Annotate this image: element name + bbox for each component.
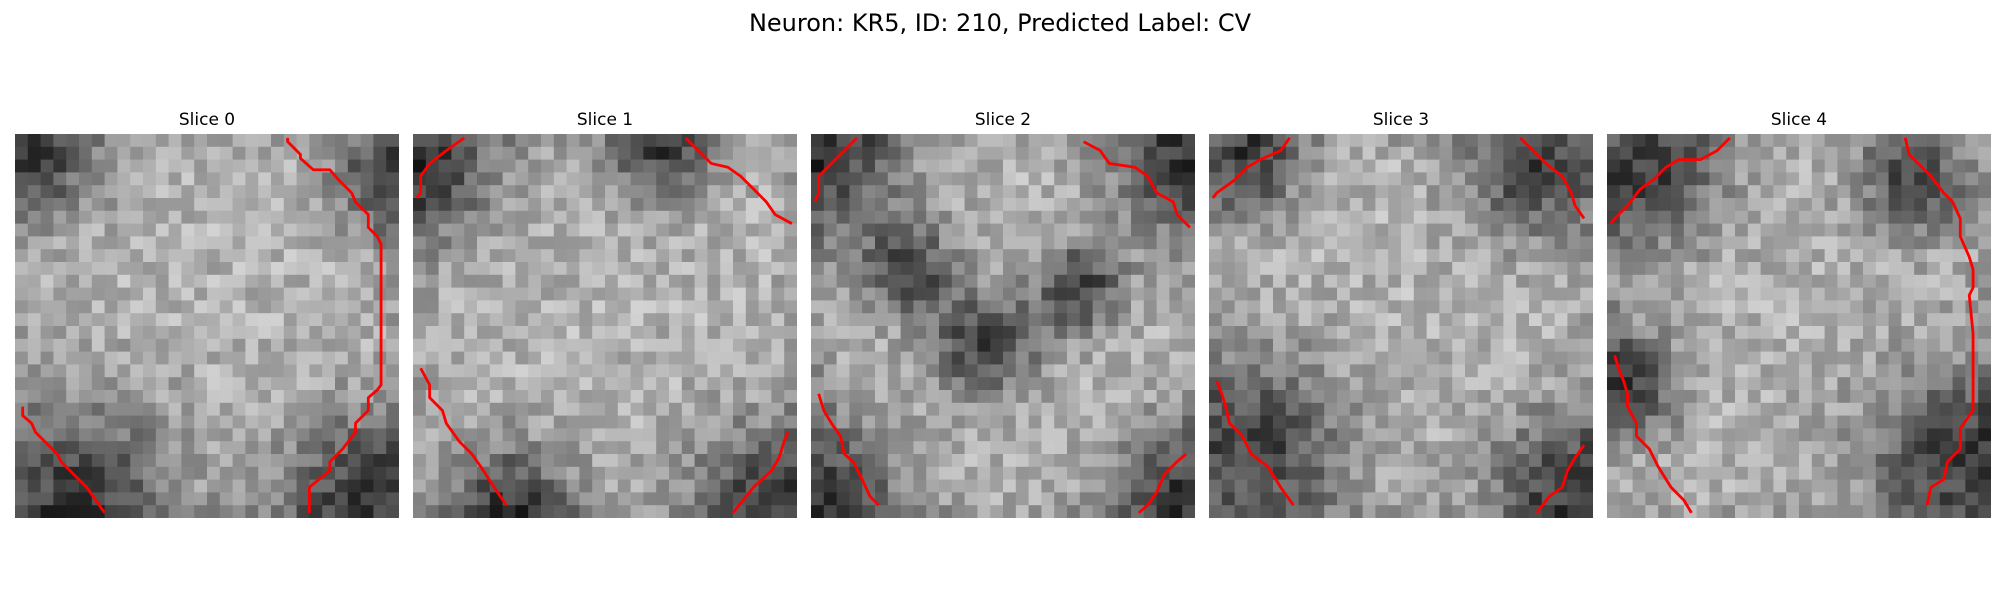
contour-line [1519, 136, 1586, 220]
slice-panel-2: Slice 2 [811, 110, 1195, 518]
contour-line [1609, 136, 1731, 225]
slice-panel-0: Slice 0 [15, 110, 399, 518]
slice-image [15, 134, 399, 518]
slice-title: Slice 3 [1372, 110, 1430, 130]
slice-title: Slice 0 [178, 110, 236, 130]
slice-image [811, 134, 1195, 518]
slice-title: Slice 2 [974, 110, 1032, 130]
contour-line [21, 406, 106, 514]
contour-line [813, 136, 859, 203]
slice-panel-3: Slice 3 [1209, 110, 1593, 518]
slice-panel-1: Slice 1 [413, 110, 797, 518]
slice-panel-4: Slice 4 [1607, 110, 1991, 518]
contour-line [1215, 380, 1295, 507]
figure-title: Neuron: KR5, ID: 210, Predicted Label: C… [748, 9, 1252, 37]
slice-image [1209, 134, 1593, 518]
contour-line [731, 431, 790, 514]
slice-title: Slice 4 [1770, 110, 1828, 130]
slice-title: Slice 1 [576, 110, 634, 130]
contour-line [1137, 452, 1187, 514]
slice-image [413, 134, 797, 518]
contour-line [684, 136, 793, 225]
contour-line [1903, 137, 1975, 506]
contour-line [1535, 444, 1586, 514]
contour-line [1082, 140, 1191, 229]
contour-line [415, 136, 466, 199]
contour-line [817, 393, 880, 507]
contour-line [286, 137, 383, 513]
contour-line [419, 367, 508, 507]
contour-line [1613, 355, 1693, 514]
contour-line [1211, 137, 1291, 199]
slice-image [1607, 134, 1991, 518]
